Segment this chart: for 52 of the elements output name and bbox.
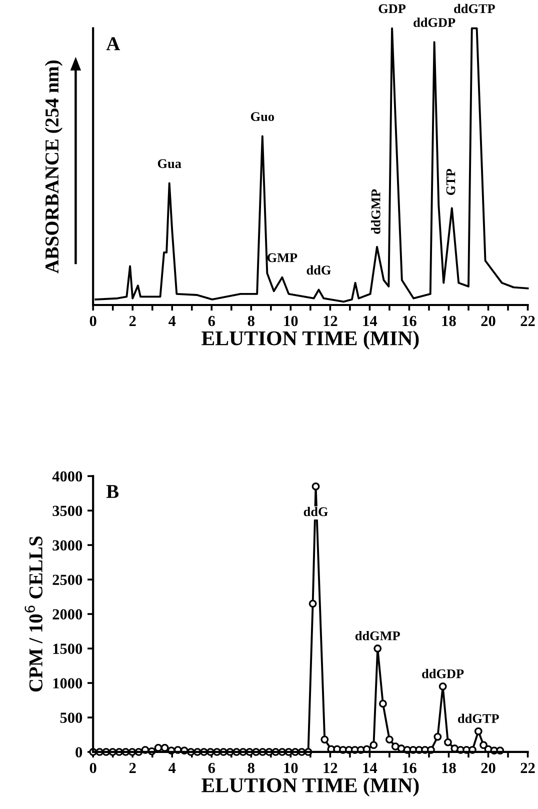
x-tick-label: 10 <box>284 316 298 326</box>
annotation: Guo <box>250 112 274 122</box>
annotation: ddGMP <box>371 189 380 234</box>
x-tick-label: 18 <box>442 762 456 774</box>
annotation: ddG <box>304 506 328 516</box>
annotation: ddGDP <box>414 18 456 27</box>
x-tick-label: 12 <box>324 762 338 773</box>
x-tick-label: 20 <box>481 316 496 326</box>
annotation: GDP <box>378 4 406 14</box>
x-tick-label: 10 <box>284 762 298 774</box>
y-tick-label: 2500 <box>52 574 82 585</box>
x-tick-label: 20 <box>481 762 496 774</box>
x-tick-label: 8 <box>248 762 254 774</box>
y-tick-label: 3000 <box>52 540 82 551</box>
y-axis-title: CPM / 10$^{6}$ CELLS <box>24 536 42 692</box>
annotation: ddGTP <box>454 4 495 14</box>
annotation: GTP <box>446 168 456 196</box>
x-tick-label: 22 <box>520 316 535 326</box>
annotation: ddGMP <box>355 630 400 640</box>
x-tick-label: 2 <box>129 762 136 773</box>
y-tick-label: 0 <box>76 747 82 758</box>
x-tick-label: 0 <box>90 762 96 774</box>
y-tick-label: 4000 <box>52 471 82 482</box>
x-tick-label: 6 <box>208 316 216 326</box>
x-tick-label: 16 <box>402 316 416 326</box>
x-tick-label: 2 <box>129 316 136 326</box>
annotation: ddGDP <box>422 668 464 678</box>
y-tick-label: 500 <box>60 712 82 723</box>
x-tick-label: 16 <box>402 762 416 774</box>
x-axis-title: ELUTION TIME (MIN) <box>202 330 419 350</box>
x-tick-label: 22 <box>520 762 535 773</box>
x-tick-label: 12 <box>324 316 338 326</box>
annotation: ddG <box>306 265 331 275</box>
x-tick-label: 14 <box>363 316 378 326</box>
chart-title: A <box>106 37 120 50</box>
x-tick-label: 0 <box>90 316 96 326</box>
x-tick-label: 6 <box>208 762 216 774</box>
y-tick-label: 1000 <box>53 678 82 688</box>
x-tick-label: 4 <box>168 316 176 326</box>
y-axis-title: ABSORBANCE (254 nm) <box>44 60 63 274</box>
annotation: Gua <box>158 159 182 168</box>
x-tick-label: 8 <box>248 316 254 326</box>
y-tick-label: 3500 <box>52 506 82 516</box>
y-tick-label: 1500 <box>53 644 82 654</box>
y-tick-label: 2000 <box>52 609 82 620</box>
x-axis-title: ELUTION TIME (MIN) <box>202 778 419 797</box>
chart-title: B <box>106 485 119 498</box>
annotation: ddGTP <box>458 714 499 724</box>
x-tick-label: 4 <box>168 762 176 773</box>
annotation: GMP <box>267 253 298 262</box>
x-tick-label: 18 <box>442 316 456 326</box>
x-tick-label: 14 <box>363 762 378 773</box>
